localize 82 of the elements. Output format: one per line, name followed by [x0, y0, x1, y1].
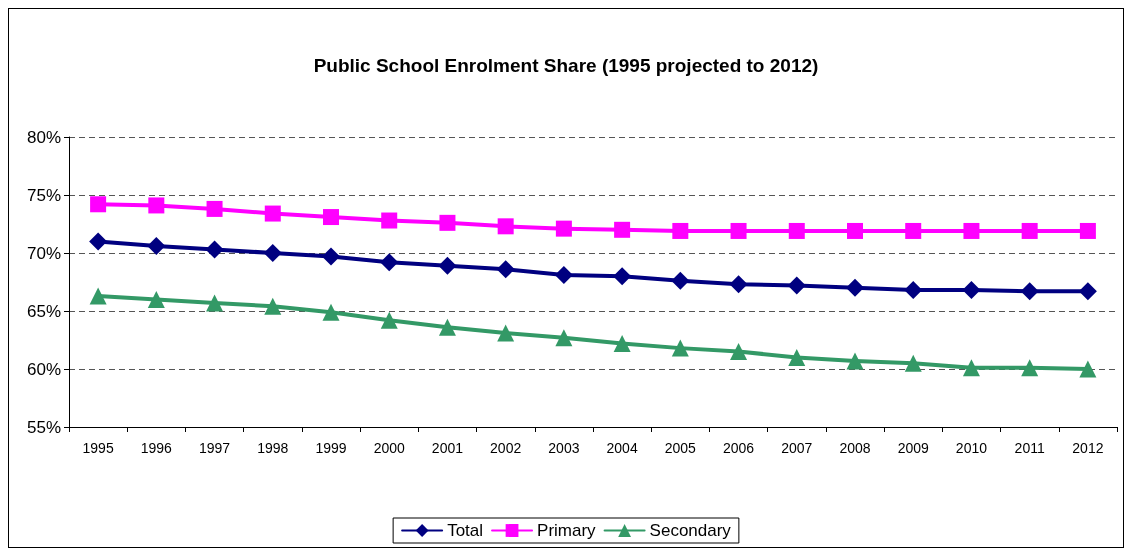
x-tick-label: 1998	[257, 440, 289, 456]
legend-label: Total	[447, 521, 484, 540]
point	[1021, 359, 1039, 377]
point	[263, 244, 282, 262]
point	[846, 352, 864, 370]
y-tick-label: 65%	[26, 301, 61, 321]
x-tick-label: 2007	[781, 440, 813, 456]
point	[497, 218, 514, 235]
point	[206, 294, 224, 312]
point	[1021, 222, 1038, 239]
y-tick-label: 80%	[26, 127, 61, 147]
point	[1020, 282, 1039, 301]
legend-label: Primary	[537, 521, 597, 540]
x-tick-label: 1999	[315, 440, 347, 456]
x-tick-label: 2000	[373, 440, 405, 456]
point	[323, 209, 339, 226]
point	[904, 354, 922, 372]
point	[264, 205, 281, 222]
point	[730, 343, 748, 361]
point	[847, 222, 863, 239]
point	[555, 220, 572, 237]
point	[614, 221, 631, 238]
point	[89, 287, 107, 305]
point	[788, 348, 806, 366]
point	[147, 290, 165, 308]
y-tick-label: 75%	[26, 185, 61, 205]
point	[554, 266, 573, 285]
y-tick-label: 60%	[26, 359, 61, 379]
point	[89, 232, 108, 251]
point	[1078, 282, 1097, 301]
point	[322, 303, 340, 321]
point	[671, 271, 690, 290]
point	[497, 324, 515, 342]
point	[555, 329, 573, 347]
x-tick-label: 2010	[955, 440, 988, 456]
point	[264, 297, 282, 315]
point	[380, 253, 399, 272]
point	[380, 311, 398, 329]
point	[90, 196, 107, 213]
point	[1079, 360, 1097, 378]
x-tick-label: 2002	[490, 440, 522, 456]
point	[322, 247, 340, 266]
x-tick-label: 1996	[140, 440, 173, 456]
point	[846, 278, 864, 297]
point	[205, 240, 224, 259]
point	[206, 200, 223, 217]
chart-title: Public School Enrolment Share (1995 projected to 2012)	[313, 55, 819, 76]
point	[613, 334, 631, 352]
point	[788, 222, 805, 239]
point	[438, 318, 456, 336]
x-tick-label: 2003	[548, 440, 580, 456]
point	[147, 237, 166, 256]
x-tick-label: 2004	[606, 440, 638, 456]
x-tick-label: 1995	[82, 440, 114, 456]
x-tick-label: 2009	[897, 440, 929, 456]
point	[439, 214, 456, 231]
point	[381, 212, 398, 229]
point	[962, 281, 981, 300]
point	[496, 260, 515, 279]
point	[438, 256, 457, 275]
point	[730, 222, 747, 239]
point	[904, 281, 923, 300]
x-tick-label: 1997	[198, 440, 231, 456]
point	[1079, 222, 1096, 239]
x-tick-label: 2005	[664, 440, 697, 456]
x-tick-label: 2001	[431, 440, 464, 456]
y-tick-label: 70%	[26, 243, 61, 263]
legend-label: Secondary	[649, 521, 732, 540]
x-tick-label: 2008	[839, 440, 871, 456]
y-tick-label: 55%	[26, 417, 61, 437]
x-tick-label: 2012	[1072, 440, 1104, 456]
x-tick-label: 2006	[722, 440, 755, 456]
point	[963, 222, 980, 239]
point	[905, 222, 922, 239]
point	[787, 276, 806, 295]
x-tick-label: 2011	[1014, 440, 1045, 456]
point	[962, 359, 980, 377]
point	[671, 339, 689, 357]
point	[672, 222, 689, 239]
point	[729, 275, 748, 294]
point	[148, 197, 165, 214]
point	[613, 267, 632, 286]
